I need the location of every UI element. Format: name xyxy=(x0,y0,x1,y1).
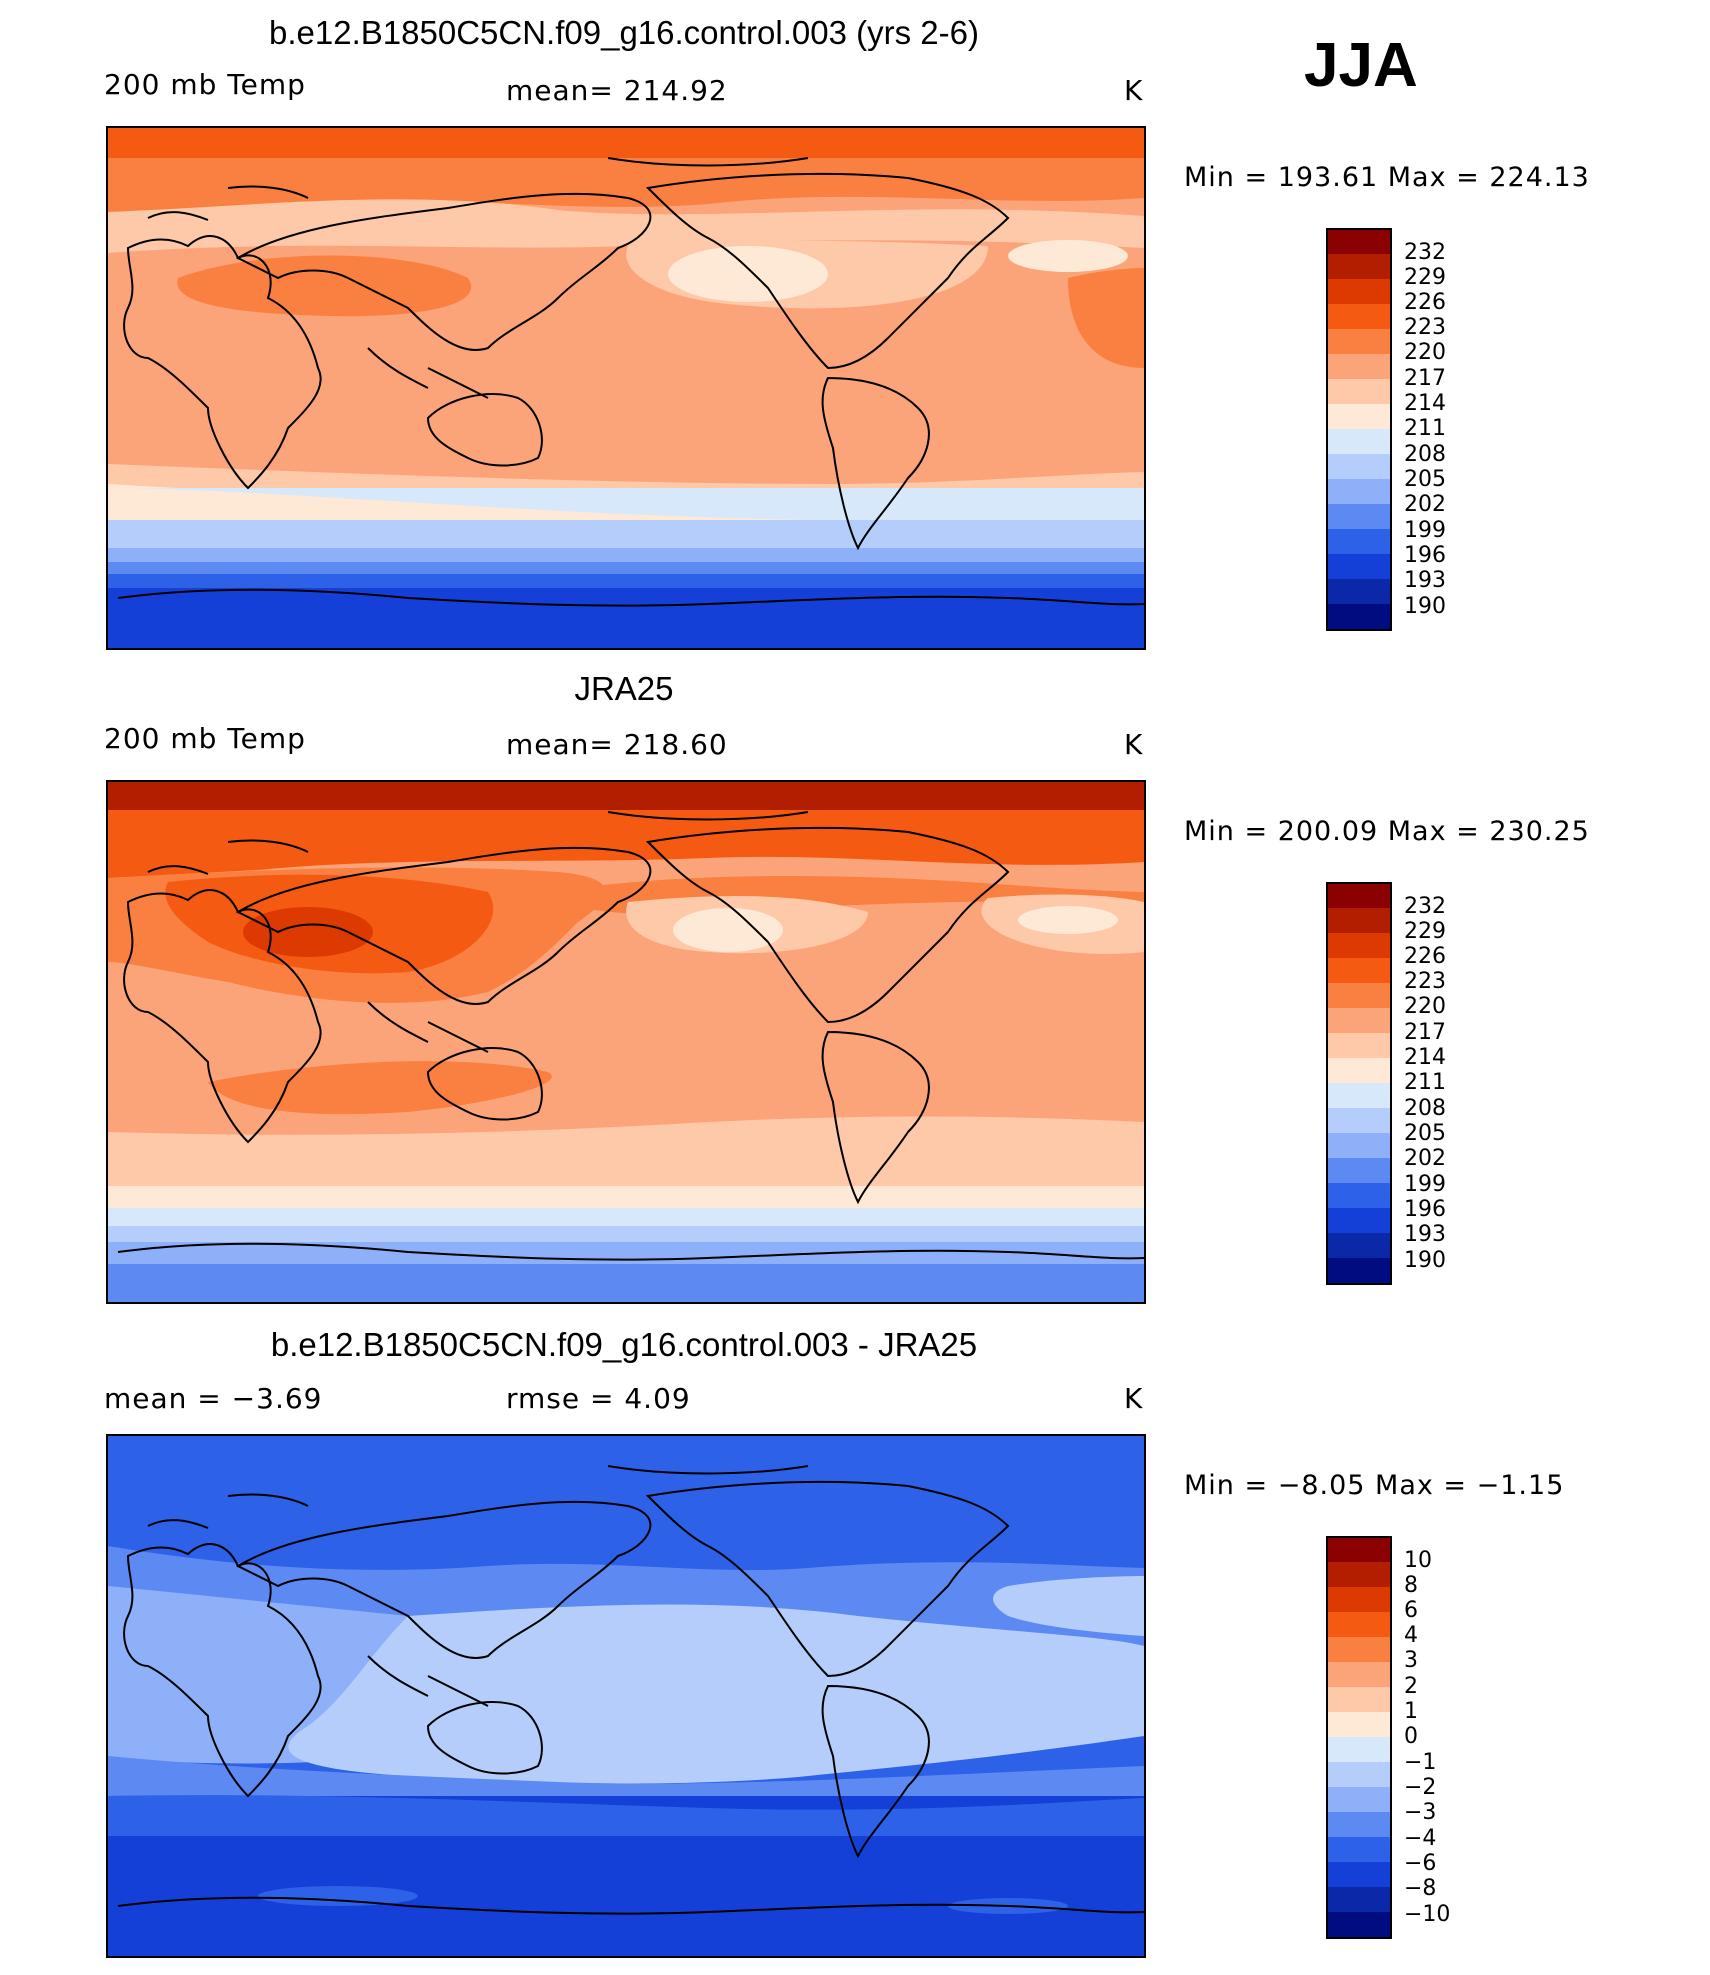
panel1-tick: 223 xyxy=(1404,315,1446,340)
panel2-tick: 202 xyxy=(1404,1146,1446,1171)
panel1-tick: 214 xyxy=(1404,391,1446,416)
panel1-tick: 196 xyxy=(1404,543,1446,568)
panel3-tick: −6 xyxy=(1404,1851,1437,1876)
panel3-tick: 3 xyxy=(1404,1648,1418,1673)
panel3-center-label: rmse = 4.09 xyxy=(506,1382,691,1415)
panel3-map xyxy=(106,1434,1146,1958)
panel3-left-label: mean = −3.69 xyxy=(104,1382,323,1415)
panel3-tick: 10 xyxy=(1404,1548,1432,1573)
panel3-tick: −2 xyxy=(1404,1775,1437,1800)
panel2-tick: 226 xyxy=(1404,944,1446,969)
panel1-tick: 226 xyxy=(1404,290,1446,315)
panel2-tick: 205 xyxy=(1404,1121,1446,1146)
panel3-tick: 0 xyxy=(1404,1724,1418,1749)
panel2-title: JRA25 xyxy=(574,670,674,707)
panel3-tick: 4 xyxy=(1404,1623,1418,1648)
panel2-tick: 217 xyxy=(1404,1020,1446,1045)
panel2-left-label: 200 mb Temp xyxy=(104,722,306,755)
panel2-colorbar xyxy=(1326,882,1392,1285)
panel1-tick: 211 xyxy=(1404,416,1446,441)
panel3-tick: 2 xyxy=(1404,1674,1418,1699)
panel1-tick: 202 xyxy=(1404,492,1446,517)
panel3-stats: Min = −8.05 Max = −1.15 xyxy=(1184,1470,1565,1501)
panel1-tick: 193 xyxy=(1404,568,1446,593)
panel1-tick: 205 xyxy=(1404,467,1446,492)
panel1-stats: Min = 193.61 Max = 224.13 xyxy=(1184,162,1590,193)
panel3-title: b.e12.B1850C5CN.f09_g16.control.003 - JR… xyxy=(270,1326,978,1363)
panel2-tick: 232 xyxy=(1404,894,1446,919)
panel2-tick: 193 xyxy=(1404,1222,1446,1247)
panel1-center-label: mean= 214.92 xyxy=(506,74,728,107)
panel3-tick: 1 xyxy=(1404,1699,1418,1724)
panel3-tick: −1 xyxy=(1404,1750,1437,1775)
panel1-left-label: 200 mb Temp xyxy=(104,68,306,101)
panel1-unit: K xyxy=(1124,74,1144,107)
panel3-tick: −8 xyxy=(1404,1876,1437,1901)
panel1-contour-field xyxy=(108,128,1144,648)
panel2-tick: 229 xyxy=(1404,919,1446,944)
panel3-unit: K xyxy=(1124,1382,1144,1415)
panel2-tick: 199 xyxy=(1404,1172,1446,1197)
panel1-tick: 229 xyxy=(1404,265,1446,290)
panel2-tick: 220 xyxy=(1404,994,1446,1019)
panel2-map xyxy=(106,780,1146,1304)
season-label: JJA xyxy=(1304,31,1418,100)
panel1-map xyxy=(106,126,1146,650)
panel2-unit: K xyxy=(1124,728,1144,761)
panel2-tick: 196 xyxy=(1404,1197,1446,1222)
panel1-tick: 190 xyxy=(1404,594,1446,619)
panel3-contour-field xyxy=(108,1436,1144,1956)
panel1-tick: 217 xyxy=(1404,366,1446,391)
panel3-tick: 6 xyxy=(1404,1598,1418,1623)
panel2-tick: 223 xyxy=(1404,969,1446,994)
panel3-colorbar xyxy=(1326,1536,1392,1939)
panel2-contour-field xyxy=(108,782,1144,1302)
panel3-tick: −4 xyxy=(1404,1826,1437,1851)
panel2-stats: Min = 200.09 Max = 230.25 xyxy=(1184,816,1590,847)
panel1-title: b.e12.B1850C5CN.f09_g16.control.003 (yrs… xyxy=(269,14,979,51)
panel3-tick: −3 xyxy=(1404,1800,1437,1825)
panel1-tick: 220 xyxy=(1404,340,1446,365)
panel3-tick: −10 xyxy=(1404,1902,1451,1927)
panel2-tick: 211 xyxy=(1404,1070,1446,1095)
panel1-colorbar xyxy=(1326,228,1392,631)
panel3-tick: 8 xyxy=(1404,1573,1418,1598)
panel1-tick: 199 xyxy=(1404,518,1446,543)
panel2-tick: 208 xyxy=(1404,1096,1446,1121)
panel1-tick: 208 xyxy=(1404,442,1446,467)
panel1-tick: 232 xyxy=(1404,240,1446,265)
panel2-center-label: mean= 218.60 xyxy=(506,728,728,761)
panel2-tick: 214 xyxy=(1404,1045,1446,1070)
panel2-tick: 190 xyxy=(1404,1248,1446,1273)
